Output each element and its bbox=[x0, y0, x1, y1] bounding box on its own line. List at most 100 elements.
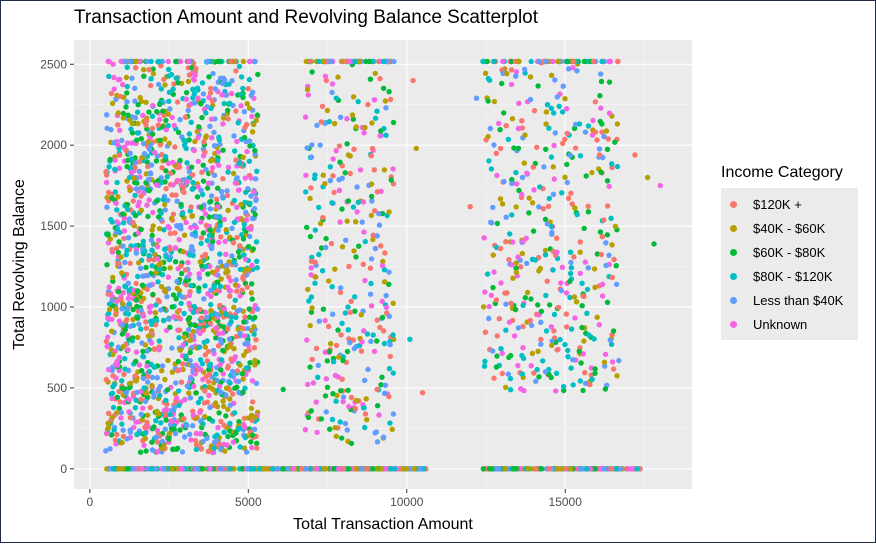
data-point bbox=[303, 172, 309, 179]
data-point bbox=[327, 426, 333, 432]
data-point bbox=[234, 204, 240, 210]
data-point bbox=[304, 86, 311, 93]
data-point bbox=[538, 319, 544, 325]
data-point bbox=[245, 185, 251, 192]
data-point bbox=[191, 77, 197, 83]
data-point bbox=[339, 320, 345, 326]
data-point bbox=[159, 165, 165, 171]
data-point bbox=[183, 219, 189, 226]
data-point bbox=[324, 384, 331, 390]
data-point bbox=[199, 466, 205, 472]
data-point bbox=[149, 125, 156, 132]
data-point bbox=[377, 133, 383, 139]
data-point bbox=[240, 236, 247, 242]
data-point bbox=[359, 339, 365, 345]
data-point bbox=[147, 282, 153, 288]
data-point bbox=[417, 466, 423, 472]
legend-key bbox=[721, 193, 745, 215]
data-point bbox=[217, 336, 224, 343]
data-point bbox=[598, 78, 605, 85]
data-point bbox=[570, 58, 576, 65]
data-point bbox=[121, 215, 128, 222]
data-point bbox=[179, 294, 185, 300]
data-point bbox=[562, 96, 568, 102]
data-point bbox=[372, 208, 378, 214]
data-point bbox=[236, 160, 242, 167]
data-point bbox=[515, 325, 522, 331]
data-point bbox=[254, 112, 261, 118]
data-point bbox=[115, 122, 121, 128]
data-point bbox=[182, 114, 189, 120]
data-point bbox=[228, 356, 234, 362]
data-points bbox=[103, 58, 663, 472]
data-point bbox=[657, 182, 663, 189]
data-point bbox=[126, 409, 132, 415]
data-point bbox=[290, 466, 297, 472]
data-point bbox=[488, 292, 495, 299]
data-point bbox=[505, 136, 512, 143]
data-point bbox=[207, 320, 214, 326]
data-point bbox=[368, 303, 375, 309]
data-point bbox=[174, 419, 180, 425]
data-point bbox=[354, 209, 360, 215]
data-point bbox=[602, 363, 608, 369]
data-point bbox=[616, 357, 622, 364]
data-point bbox=[343, 237, 349, 243]
data-point bbox=[218, 234, 224, 240]
data-point bbox=[498, 346, 504, 352]
data-point bbox=[371, 348, 378, 355]
data-point bbox=[245, 243, 252, 250]
data-point bbox=[244, 340, 251, 346]
data-point bbox=[368, 256, 375, 262]
data-point bbox=[185, 78, 192, 85]
data-point bbox=[131, 424, 137, 431]
data-point bbox=[211, 284, 217, 290]
data-point bbox=[249, 281, 255, 287]
data-point bbox=[285, 466, 291, 472]
data-point bbox=[562, 341, 568, 348]
data-point bbox=[148, 340, 155, 346]
data-point bbox=[348, 298, 354, 304]
x-axis-label: Total Transaction Amount bbox=[293, 516, 473, 533]
data-point bbox=[307, 233, 314, 240]
data-point bbox=[614, 163, 621, 170]
data-point bbox=[547, 302, 553, 308]
data-point bbox=[163, 246, 169, 252]
legend-dot-icon bbox=[729, 296, 737, 304]
data-point bbox=[135, 102, 141, 108]
data-point bbox=[248, 175, 254, 181]
data-point bbox=[352, 406, 359, 412]
data-point bbox=[154, 256, 161, 262]
data-point bbox=[114, 394, 121, 400]
data-point bbox=[128, 169, 135, 175]
data-point bbox=[145, 213, 151, 220]
data-point bbox=[168, 215, 175, 222]
data-point bbox=[125, 295, 132, 302]
data-point bbox=[352, 58, 358, 65]
data-point bbox=[480, 466, 486, 472]
data-point bbox=[116, 260, 122, 267]
data-point bbox=[362, 377, 368, 384]
data-point bbox=[223, 251, 229, 257]
data-point bbox=[179, 449, 186, 455]
data-point bbox=[251, 466, 257, 472]
data-point bbox=[162, 286, 168, 293]
data-point bbox=[602, 351, 609, 358]
data-point bbox=[140, 112, 146, 119]
data-point bbox=[204, 399, 211, 405]
data-point bbox=[529, 200, 536, 206]
data-point bbox=[496, 466, 502, 472]
data-point bbox=[109, 328, 115, 334]
data-point bbox=[133, 250, 140, 256]
data-point bbox=[326, 348, 333, 355]
data-point bbox=[546, 466, 553, 472]
data-point bbox=[353, 124, 359, 130]
data-point bbox=[507, 375, 514, 382]
data-point bbox=[503, 327, 509, 333]
data-point bbox=[169, 114, 175, 121]
data-point bbox=[367, 76, 374, 82]
data-point bbox=[209, 98, 216, 104]
data-point bbox=[204, 314, 210, 320]
data-point bbox=[608, 341, 615, 348]
